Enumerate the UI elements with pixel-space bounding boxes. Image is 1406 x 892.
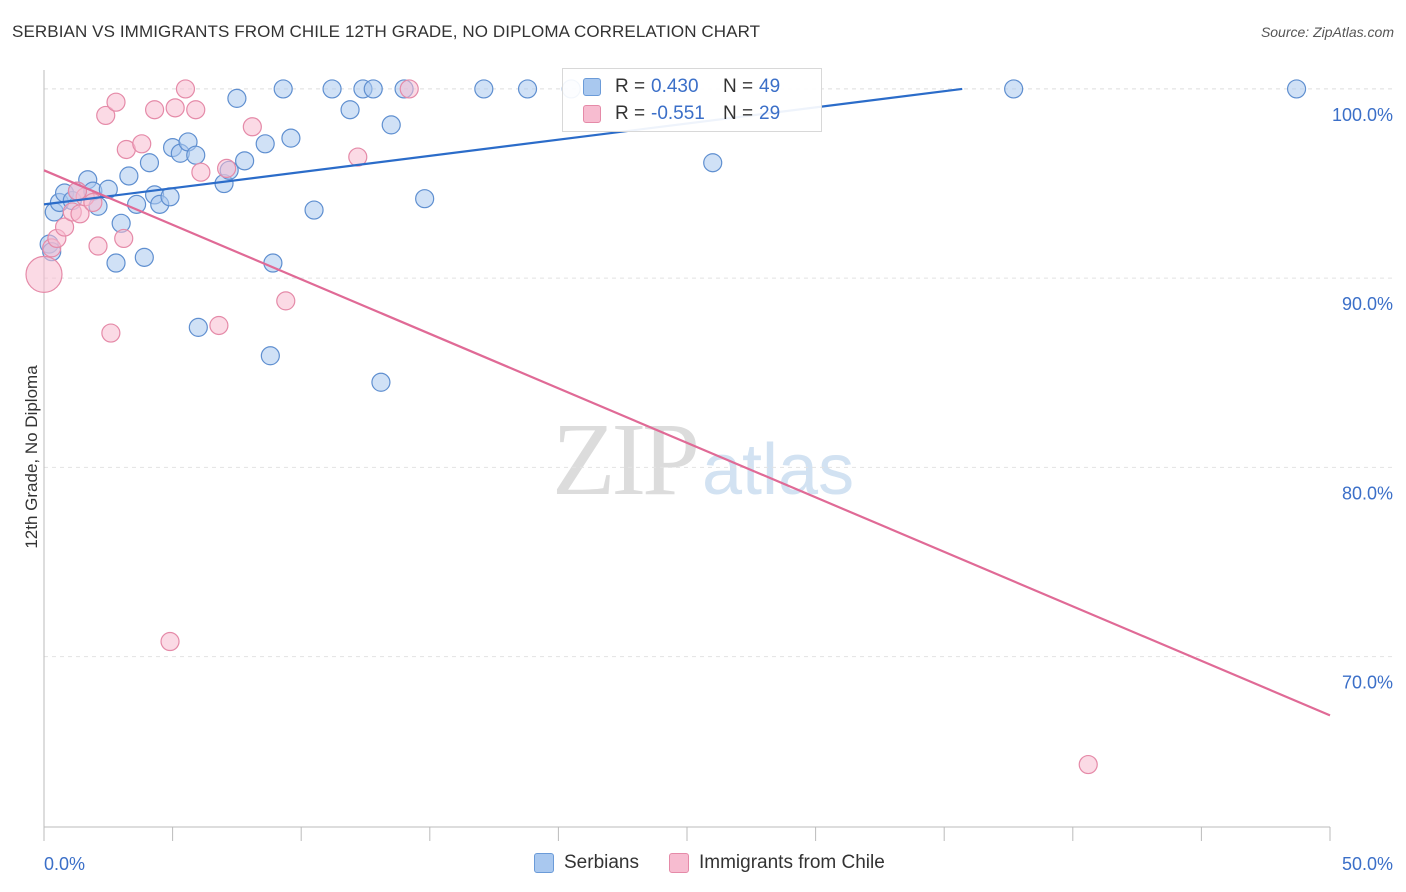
- point-chile: [209, 315, 229, 336]
- legend-row-chile: R = -0.551 N = 29: [583, 101, 780, 127]
- point-chile: [114, 228, 134, 249]
- point-serbians: [139, 153, 160, 173]
- legend-swatch-serbians: [534, 853, 554, 873]
- point-chile: [106, 92, 126, 112]
- legend-n-label: N =: [723, 76, 754, 97]
- point-chile: [191, 162, 211, 182]
- watermark: ZIPatlas: [552, 400, 854, 519]
- point-serbians: [304, 200, 324, 220]
- y-tick-label: 70.0%: [1342, 673, 1393, 693]
- point-serbians: [363, 79, 383, 99]
- legend-r-value: 0.430: [651, 76, 699, 97]
- y-tick-label: 90.0%: [1342, 294, 1393, 314]
- point-serbians: [126, 194, 147, 214]
- point-serbians: [134, 247, 154, 267]
- x-tick-label-max: 50.0%: [1342, 854, 1393, 874]
- point-chile: [83, 192, 103, 213]
- legend-row-serbians: R = 0.430 N = 49: [583, 74, 780, 100]
- legend-swatch-serbians: [583, 78, 601, 96]
- source-credit: Source: ZipAtlas.com: [1260, 24, 1394, 40]
- point-serbians: [106, 253, 126, 273]
- legend-label-chile: Immigrants from Chile: [699, 852, 885, 873]
- x-tick-label-min: 0.0%: [44, 854, 85, 874]
- point-serbians: [517, 79, 538, 99]
- point-serbians: [415, 189, 435, 209]
- point-serbians: [340, 100, 360, 120]
- point-serbians: [188, 317, 208, 337]
- legend-swatch-chile: [583, 105, 601, 123]
- watermark-zip: ZIP: [552, 402, 700, 517]
- y-tick-label: 100.0%: [1332, 105, 1393, 125]
- point-serbians: [255, 134, 275, 154]
- point-serbians: [235, 151, 255, 171]
- legend-r-label: R =: [615, 76, 646, 97]
- y-axis-label: 12th Grade, No Diploma: [22, 365, 41, 549]
- point-chile: [96, 105, 116, 126]
- legend-n-label: N =: [723, 103, 754, 124]
- chart-title: SERBIAN VS IMMIGRANTS FROM CHILE 12TH GR…: [12, 22, 761, 41]
- trend-line-chile: [43, 169, 1331, 717]
- point-serbians: [371, 372, 391, 392]
- point-serbians: [1286, 79, 1307, 99]
- legend-item-serbians[interactable]: Serbians: [534, 852, 639, 874]
- point-chile: [160, 631, 180, 652]
- point-chile: [144, 100, 165, 120]
- point-chile: [348, 147, 368, 167]
- point-serbians: [273, 79, 293, 99]
- legend-label-serbians: Serbians: [564, 852, 639, 873]
- point-chile: [399, 79, 419, 99]
- point-chile: [276, 291, 296, 311]
- point-chile: [186, 100, 206, 120]
- series-legend: Serbians Immigrants from Chile: [534, 852, 915, 874]
- point-chile: [165, 98, 185, 118]
- point-serbians: [381, 115, 401, 135]
- point-serbians: [260, 346, 280, 366]
- legend-r-label: R =: [615, 103, 646, 124]
- point-serbians: [119, 166, 139, 186]
- point-serbians: [1004, 79, 1024, 99]
- legend-n-value: 29: [759, 103, 781, 124]
- legend-n-value: 49: [759, 76, 781, 97]
- point-serbians: [227, 88, 247, 108]
- point-chile: [54, 217, 75, 237]
- point-chile: [25, 255, 63, 293]
- point-chile: [88, 236, 108, 256]
- point-chile: [1078, 754, 1098, 775]
- point-chile: [132, 134, 152, 154]
- point-serbians: [322, 79, 342, 99]
- legend-item-chile[interactable]: Immigrants from Chile: [669, 852, 885, 874]
- point-chile: [175, 79, 196, 99]
- point-serbians: [160, 187, 180, 207]
- point-chile: [101, 323, 121, 343]
- watermark-atlas: atlas: [702, 430, 855, 510]
- y-tick-label: 80.0%: [1342, 483, 1393, 503]
- legend-swatch-chile: [669, 853, 689, 873]
- point-serbians: [186, 145, 206, 165]
- stats-legend: R = 0.430 N = 49 R = -0.551 N = 29: [562, 68, 822, 132]
- point-chile: [242, 117, 262, 137]
- legend-r-value: -0.551: [651, 103, 705, 124]
- point-chile: [217, 158, 237, 179]
- point-serbians: [281, 128, 301, 148]
- point-serbians: [474, 79, 494, 99]
- point-serbians: [703, 153, 723, 173]
